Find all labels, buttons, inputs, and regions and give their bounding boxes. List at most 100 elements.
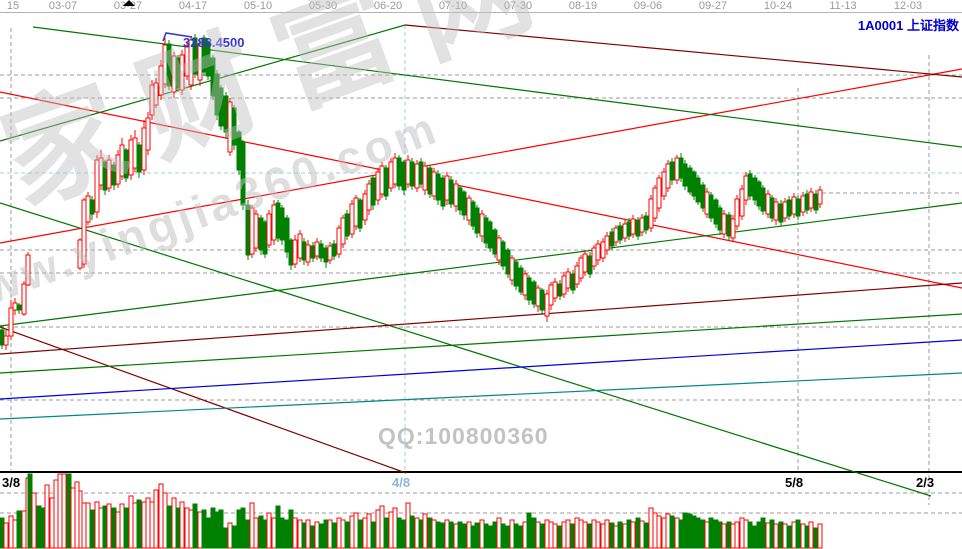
volume-bar: [760, 517, 766, 549]
candle-body: [817, 189, 823, 205]
candle-body: [240, 141, 246, 206]
volume-bar: [409, 515, 415, 549]
candle-body: [665, 163, 671, 189]
candle-body: [791, 196, 797, 215]
volume-bar: [765, 522, 771, 549]
volume-bar: [782, 523, 788, 549]
date-marker-triangle-icon[interactable]: [123, 0, 135, 6]
trend-line-red-fan-up: [0, 68, 962, 244]
peak-marker-line: [162, 32, 193, 42]
candle-body: [166, 43, 172, 87]
time-axis-label: 08-19: [568, 0, 598, 12]
volume-bar: [678, 519, 684, 549]
candle-body: [401, 161, 407, 191]
volume-bar: [158, 483, 164, 549]
candle-body: [487, 221, 493, 249]
candle-body: [184, 46, 190, 77]
candle-body: [734, 198, 740, 227]
trend-line-maroon-mid-up: [0, 282, 962, 355]
volume-bar: [85, 502, 91, 549]
candle-body: [513, 261, 519, 287]
candle-body: [414, 163, 420, 189]
volume-bar: [366, 513, 372, 549]
volume-bar: [292, 517, 298, 549]
volume-bar: [12, 519, 18, 549]
volume-bar: [682, 512, 688, 549]
volume-bar: [370, 521, 376, 549]
candle-body: [77, 239, 83, 269]
candle-body: [552, 281, 558, 299]
candle-body: [656, 177, 662, 209]
candle-body: [396, 157, 402, 187]
candle-body: [427, 167, 433, 195]
volume-bar: [53, 479, 59, 549]
volume-bar: [3, 522, 9, 549]
volume-bar: [123, 507, 129, 549]
volume-bar: [166, 505, 172, 549]
candle-body: [323, 247, 329, 263]
volume-bar: [570, 523, 576, 549]
candle-body: [609, 231, 615, 247]
time-division-label: 3/8: [2, 475, 21, 490]
candle-body: [435, 173, 441, 201]
volume-bar: [61, 473, 67, 549]
volume-bar: [708, 517, 714, 549]
volume-bar: [279, 517, 285, 549]
candle-body: [383, 167, 389, 197]
candle-body: [158, 65, 164, 96]
candle-body: [3, 335, 9, 346]
candle-body: [431, 171, 437, 197]
volume-bar: [40, 507, 46, 549]
candle-body: [288, 239, 294, 266]
volume-bar: [249, 502, 255, 549]
volume-bar: [648, 507, 654, 549]
candle-body: [231, 107, 237, 146]
candle-body: [422, 165, 428, 191]
volume-bar: [726, 521, 732, 549]
candle-body: [305, 244, 311, 263]
candle-body: [682, 163, 688, 187]
candle-body: [756, 181, 762, 207]
volume-bar: [57, 473, 63, 549]
volume-bar: [474, 522, 480, 549]
trend-line-green-mid-up: [0, 202, 962, 327]
candle-body: [318, 243, 324, 259]
candle-body: [370, 177, 376, 206]
volume-bar: [8, 515, 14, 549]
candle-body: [800, 195, 806, 213]
candle-body: [752, 177, 758, 201]
candle-body: [479, 213, 485, 237]
volume-bar: [721, 523, 727, 549]
volume-bar: [245, 519, 251, 549]
candle-body: [266, 213, 272, 246]
candle-body: [461, 191, 467, 216]
volume-bar: [626, 519, 632, 549]
volume-bar: [704, 521, 710, 549]
candle-body: [509, 257, 515, 281]
candle-body: [388, 161, 394, 189]
candle-body: [145, 117, 151, 151]
candle-body: [106, 159, 112, 189]
candle-body: [448, 179, 454, 205]
candle-body: [245, 204, 251, 256]
time-axis-label: 07-30: [503, 0, 533, 12]
qq-watermark: QQ:100800360: [378, 423, 549, 449]
candle-body: [717, 207, 723, 231]
volume-bar: [773, 523, 779, 549]
volume-bar: [470, 525, 476, 549]
candle-body: [89, 199, 95, 215]
volume-bar: [331, 522, 337, 549]
volume-bar: [752, 525, 758, 549]
volume-bar: [582, 521, 588, 549]
candle-body: [223, 95, 229, 133]
candle-body: [12, 302, 18, 311]
volume-bar: [153, 489, 159, 549]
candle-body: [813, 193, 819, 211]
volume-bar: [266, 512, 272, 549]
candle-body: [678, 157, 684, 179]
candle-body: [444, 175, 450, 201]
candle-body: [141, 127, 147, 171]
candle-body: [327, 245, 333, 261]
candle-body: [591, 247, 597, 267]
